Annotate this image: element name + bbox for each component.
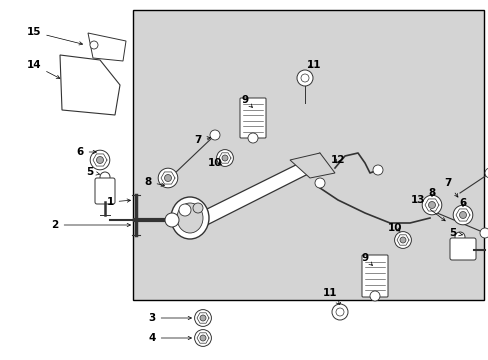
FancyBboxPatch shape	[361, 255, 387, 297]
Circle shape	[335, 308, 343, 316]
Circle shape	[100, 172, 110, 182]
Circle shape	[194, 330, 211, 346]
Circle shape	[164, 213, 179, 227]
Circle shape	[459, 211, 466, 219]
Circle shape	[452, 205, 472, 225]
Ellipse shape	[171, 197, 208, 239]
Circle shape	[369, 291, 379, 301]
Circle shape	[158, 168, 178, 188]
Circle shape	[484, 168, 488, 178]
Circle shape	[301, 74, 308, 82]
Circle shape	[394, 231, 410, 248]
Text: 7: 7	[444, 178, 457, 197]
Text: 15: 15	[27, 27, 82, 45]
Text: 9: 9	[241, 95, 252, 107]
FancyBboxPatch shape	[95, 178, 115, 204]
Circle shape	[427, 202, 435, 208]
Circle shape	[193, 203, 203, 213]
Polygon shape	[289, 153, 334, 178]
Text: 7: 7	[194, 135, 210, 145]
Text: 11: 11	[322, 288, 339, 305]
FancyBboxPatch shape	[240, 98, 265, 138]
Circle shape	[454, 232, 464, 242]
Circle shape	[90, 150, 110, 170]
Polygon shape	[88, 33, 126, 61]
Polygon shape	[204, 153, 319, 226]
Text: 2: 2	[51, 220, 130, 230]
Polygon shape	[161, 172, 175, 184]
Text: 8: 8	[427, 188, 435, 198]
Text: 6: 6	[76, 147, 96, 157]
Text: 12: 12	[330, 155, 345, 165]
Text: 14: 14	[27, 60, 60, 78]
Circle shape	[314, 178, 325, 188]
Text: 1: 1	[106, 197, 130, 207]
Circle shape	[200, 335, 205, 341]
Polygon shape	[219, 153, 230, 163]
Polygon shape	[197, 333, 208, 343]
Polygon shape	[60, 55, 120, 115]
Circle shape	[216, 150, 233, 166]
Circle shape	[421, 195, 441, 215]
Circle shape	[399, 237, 405, 243]
Polygon shape	[424, 199, 438, 211]
Text: 8: 8	[144, 177, 164, 187]
FancyBboxPatch shape	[449, 238, 475, 260]
Circle shape	[247, 133, 258, 143]
Circle shape	[331, 304, 347, 320]
Text: 10: 10	[207, 158, 222, 168]
Text: 13: 13	[410, 195, 444, 221]
Circle shape	[479, 228, 488, 238]
Text: 5: 5	[448, 228, 462, 238]
Ellipse shape	[177, 203, 203, 233]
Circle shape	[222, 155, 227, 161]
Text: 3: 3	[148, 313, 191, 323]
Text: 10: 10	[387, 223, 402, 233]
Polygon shape	[455, 209, 469, 221]
Text: 5: 5	[86, 167, 100, 177]
Circle shape	[209, 130, 220, 140]
Bar	[133, 10, 483, 300]
Polygon shape	[396, 235, 408, 245]
Text: 6: 6	[458, 198, 466, 208]
Circle shape	[96, 157, 103, 163]
Circle shape	[372, 165, 382, 175]
Polygon shape	[93, 154, 107, 166]
Text: 11: 11	[306, 60, 321, 70]
Polygon shape	[197, 313, 208, 323]
Circle shape	[194, 310, 211, 327]
Text: 9: 9	[361, 253, 372, 265]
Circle shape	[90, 41, 98, 49]
Circle shape	[164, 175, 171, 181]
Circle shape	[296, 70, 312, 86]
Text: 4: 4	[148, 333, 191, 343]
Circle shape	[179, 204, 191, 216]
Circle shape	[200, 315, 205, 321]
